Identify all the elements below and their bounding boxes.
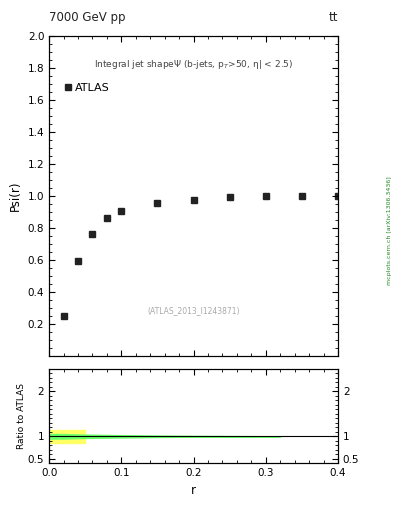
ATLAS (90, 231, 95, 238)
ATLAS (155, 200, 160, 206)
ATLAS (105, 215, 109, 221)
ATLAS (299, 193, 304, 199)
ATLAS (336, 193, 340, 199)
Text: (ATLAS_2013_I1243871): (ATLAS_2013_I1243871) (147, 307, 240, 315)
X-axis label: r: r (191, 484, 196, 497)
Y-axis label: Psi(r): Psi(r) (9, 181, 22, 211)
ATLAS (61, 313, 66, 319)
Legend: ATLAS: ATLAS (61, 80, 113, 96)
Text: mcplots.cern.ch [arXiv:1306.3436]: mcplots.cern.ch [arXiv:1306.3436] (387, 176, 392, 285)
Text: 7000 GeV pp: 7000 GeV pp (49, 11, 126, 24)
Line: ATLAS: ATLAS (61, 193, 341, 319)
ATLAS (227, 195, 232, 201)
Y-axis label: Ratio to ATLAS: Ratio to ATLAS (17, 383, 26, 449)
ATLAS (119, 208, 124, 214)
ATLAS (191, 197, 196, 203)
ATLAS (263, 193, 268, 199)
ATLAS (76, 258, 81, 264)
Text: tt: tt (329, 11, 338, 24)
Text: Integral jet shapeΨ (b-jets, p$_T$>50, η| < 2.5): Integral jet shapeΨ (b-jets, p$_T$>50, η… (94, 58, 293, 71)
